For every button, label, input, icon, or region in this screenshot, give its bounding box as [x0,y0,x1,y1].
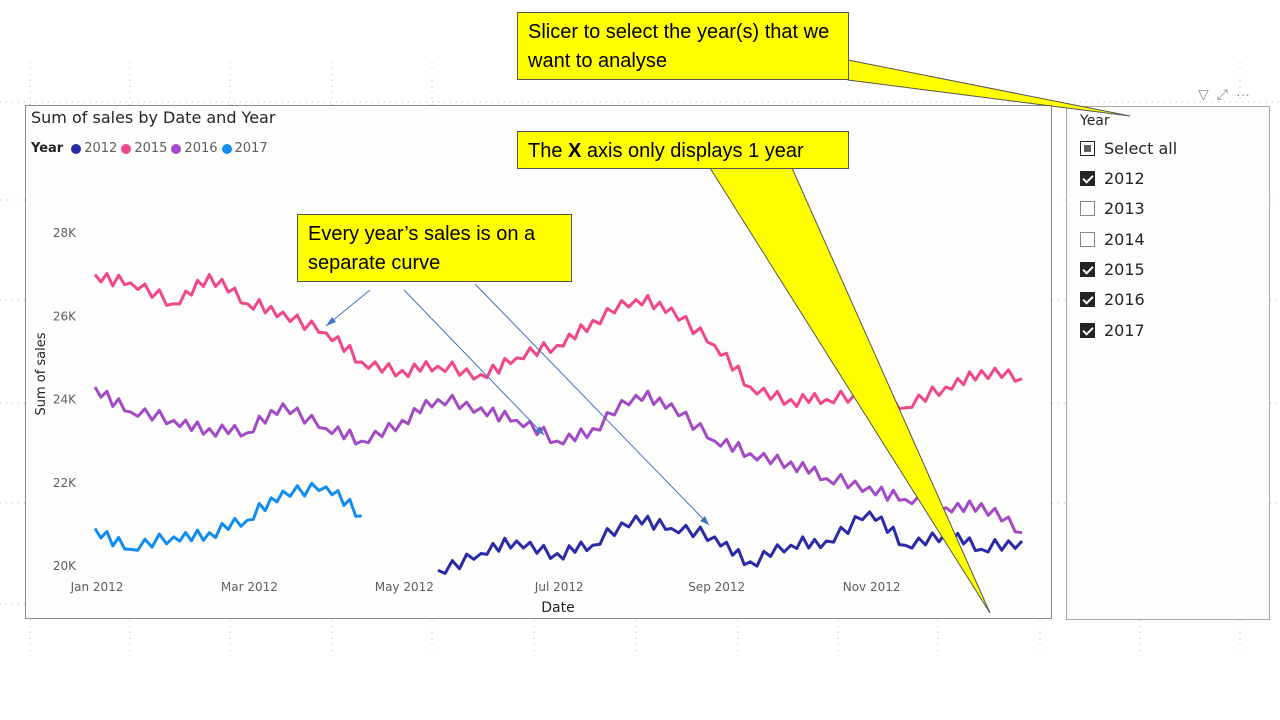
legend-item-2017[interactable]: 2017 [221,141,268,156]
slicer-callout: Slicer to select the year(s) that we wan… [517,12,849,80]
x-axis-title: Date [541,600,574,616]
chart-title: Sum of sales by Date and Year [31,108,276,127]
legend-item-2012[interactable]: 2012 [71,141,117,156]
series-line-2017 [93,481,362,552]
slicer-item-2013[interactable]: 2013 [1080,199,1145,218]
x-tick-label: May 2012 [375,580,434,594]
chart-legend: Year 2012 2015 2016 2017 [31,141,272,156]
slicer-item-label: 2017 [1104,320,1145,340]
legend-label: 2017 [234,141,268,156]
slicer-item-label: 2012 [1104,169,1145,188]
slicer-checkbox[interactable] [1080,171,1095,186]
y-tick-label: 24K [53,393,77,407]
callout-text-prefix: The [528,140,569,162]
more-options-icon[interactable]: ··· [1235,86,1250,102]
legend-marker [171,143,182,154]
slicer-item-label: 2013 [1104,199,1145,219]
slicer-item-2015[interactable]: 2015 [1080,260,1145,279]
select-all-checkbox[interactable] [1080,141,1095,156]
legend-label: 2015 [134,141,168,156]
callout-text-bold: X [568,140,582,162]
series-line-2012 [437,510,1024,575]
slicer-header: Year [1080,113,1110,129]
legend-item-2015[interactable]: 2015 [121,141,167,156]
y-axis-title: Sum of sales [34,332,49,415]
slicer-item-label: 2016 [1104,290,1145,310]
legend-marker [221,143,232,154]
xaxis-callout: The X axis only displays 1 year [517,131,849,169]
legend-title: Year [31,141,64,156]
y-tick-label: 22K [53,476,77,490]
slicer-item-label: Select all [1104,139,1178,158]
slicer-item-2014[interactable]: 2014 [1080,230,1145,249]
legend-label: 2016 [184,141,218,156]
slicer-item-2012[interactable]: 2012 [1080,169,1145,188]
callout-text: Every year’s sales is on a separate curv… [308,223,536,274]
arrowhead [535,426,544,435]
callout-text: Slicer to select the year(s) that we wan… [528,21,830,72]
x-tick-label: Nov 2012 [843,580,901,594]
year-slicer[interactable] [1066,106,1270,620]
curve-arrow-2012 [474,283,710,526]
series-line-2016 [93,386,1023,535]
slicer-checkbox[interactable] [1080,322,1095,338]
legend-marker [71,143,82,154]
callout-text-suffix: axis only displays 1 year [581,140,804,162]
xaxis-callout-pointer [709,167,991,614]
y-tick-label: 26K [53,309,77,323]
y-tick-label: 20K [53,559,77,573]
slicer-item-2016[interactable]: 2016 [1080,290,1145,309]
slicer-item-label: 2015 [1104,259,1145,279]
slicer-item-2017[interactable]: 2017 [1080,321,1145,340]
slicer-item-label: 2014 [1104,229,1145,249]
arrowhead [326,317,336,326]
slicer-checkbox[interactable] [1080,201,1095,217]
x-tick-label: Sep 2012 [688,580,745,594]
slicer-checkbox[interactable] [1080,231,1095,247]
slicer-callout-pointer [847,59,1131,117]
arrowhead [700,516,709,525]
x-tick-label: Jan 2012 [70,580,124,594]
curve-arrow-2016 [403,289,545,436]
legend-item-2016[interactable]: 2016 [171,141,218,156]
filter-icon[interactable]: ▽ [1198,86,1209,102]
y-tick-label: 28K [53,226,77,240]
slicer-checkbox[interactable] [1080,261,1095,277]
slicer-checkbox[interactable] [1080,292,1095,308]
legend-marker [121,143,132,154]
x-tick-label: Jul 2012 [534,580,584,594]
slicer-select-all[interactable]: Select all [1080,139,1177,158]
visual-header-toolbar: ▽ ⤢ ··· [1198,86,1250,103]
curve-callout: Every year’s sales is on a separate curv… [297,214,572,282]
focus-mode-icon[interactable]: ⤢ [1216,86,1228,102]
legend-label: 2012 [84,141,118,156]
x-tick-label: Mar 2012 [221,580,278,594]
